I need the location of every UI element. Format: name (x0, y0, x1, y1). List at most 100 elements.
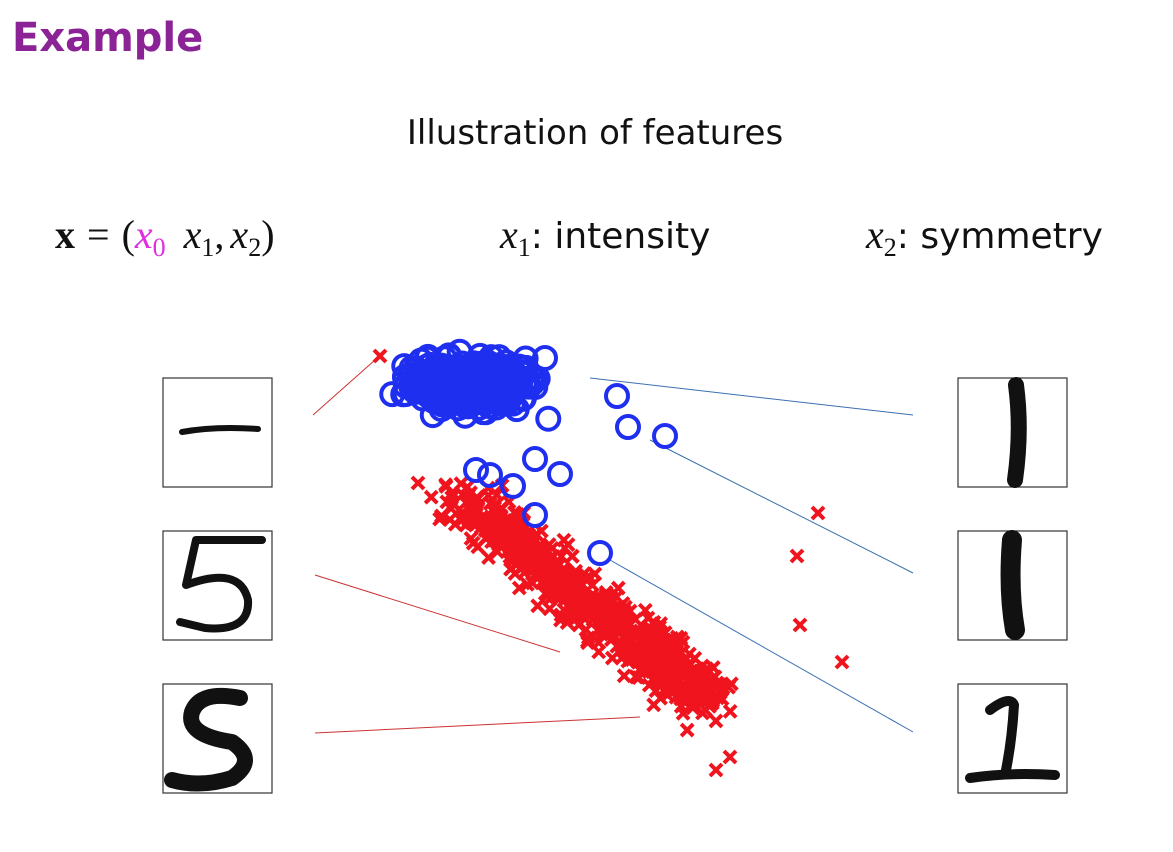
scatter-glyph (545, 586, 561, 602)
scatter-glyph (522, 502, 548, 528)
scatter-glyph (582, 570, 598, 585)
scatter-glyph (467, 342, 494, 369)
paren: ( (122, 212, 135, 257)
connector (609, 559, 914, 733)
digit-stroke (179, 425, 261, 435)
scatter-glyph (555, 563, 571, 579)
scatter-glyph (722, 749, 738, 765)
scatter-glyph (522, 446, 548, 472)
scatter-glyph (789, 548, 805, 564)
scatter-glyph (496, 535, 511, 551)
connector (314, 716, 641, 734)
scatter-illustration (372, 338, 850, 778)
connector (312, 359, 376, 416)
scatter-glyph (488, 496, 504, 512)
scatter-glyph (488, 514, 504, 530)
scatter-glyph (695, 671, 711, 687)
scatter-glyph (511, 580, 527, 596)
scatter-glyph (652, 423, 678, 449)
scatter-glyph (708, 762, 724, 778)
scatter-glyph (538, 572, 554, 588)
symbol: x (183, 212, 202, 257)
connectors (312, 359, 914, 734)
label: : symmetry (897, 216, 1103, 257)
scatter-glyph (429, 358, 456, 385)
scatter-glyph (590, 622, 606, 638)
slide-title: Example (12, 15, 203, 61)
subscript: 2 (248, 233, 261, 262)
digit-strokes (164, 377, 1060, 792)
scatter-glyph (544, 563, 559, 579)
scatter-glyph (721, 679, 737, 695)
equals: = (87, 212, 110, 257)
scatter-glyph (474, 514, 490, 530)
scatter-glyph (595, 599, 610, 615)
scatter-glyph (532, 345, 558, 371)
symbol: x (865, 212, 884, 257)
scatter-glyph (652, 619, 668, 635)
scatter-glyph (472, 358, 499, 385)
separator: , (214, 212, 224, 257)
symbol: x (55, 212, 75, 257)
scatter-glyph (580, 633, 596, 649)
scatter-glyph (423, 489, 439, 505)
scatter-glyph (453, 509, 469, 525)
scatter-glyph (570, 609, 585, 625)
scatter-glyph (513, 550, 528, 566)
paren: ) (261, 212, 274, 257)
subscript: 1 (518, 233, 531, 262)
scatter-glyph (687, 650, 703, 666)
digit-stroke (1007, 377, 1027, 488)
feature-definition: x2: symmetry (865, 212, 1103, 262)
scatter-glyph (471, 389, 498, 416)
scatter-glyph (437, 365, 464, 392)
symbol: x (229, 212, 248, 257)
scatter-glyph (810, 505, 826, 521)
scatter-glyph (603, 632, 619, 647)
digit-stroke (176, 536, 266, 633)
scatter-glyph (622, 643, 638, 658)
scatter-glyph (792, 617, 808, 633)
scatter-glyph (722, 703, 738, 719)
scatter-glyph (834, 654, 850, 670)
symbol: x (134, 212, 153, 257)
scatter-glyph (410, 475, 426, 491)
digit-stroke (965, 696, 1060, 783)
heading: Illustration of features (407, 113, 783, 153)
scatter-glyph (579, 590, 595, 606)
scatter-glyph (615, 414, 641, 440)
scatter-glyph (631, 626, 647, 642)
scatter-glyph (379, 381, 406, 408)
scatter-glyph (372, 348, 388, 364)
scatter-glyph (616, 668, 632, 684)
scatter-glyph (657, 656, 673, 672)
scatter-glyph (510, 507, 526, 523)
scatter-glyph (463, 359, 490, 386)
scatter-glyph (691, 688, 707, 704)
scatter-glyph (542, 601, 558, 617)
feature-definition: x1: intensity (499, 212, 710, 262)
label: : intensity (531, 216, 711, 257)
scatter-glyph (530, 598, 546, 614)
scatter-glyph (591, 644, 607, 660)
scatter-glyph (564, 548, 580, 564)
scatter-glyph (702, 698, 718, 714)
scatter-glyph (656, 671, 672, 687)
scatter-glyph (599, 586, 615, 602)
connector (649, 439, 914, 574)
subscript: 2 (884, 233, 897, 262)
scatter-glyph (604, 383, 630, 409)
scatter-glyph (470, 539, 486, 555)
scatter-glyph (544, 541, 560, 556)
scatter-glyph (463, 457, 489, 483)
scatter-glyph (587, 540, 613, 566)
subscript: 1 (201, 233, 214, 262)
scatter-glyph (455, 487, 470, 503)
scatter-glyph (481, 550, 496, 565)
scatter-glyph (547, 461, 573, 487)
subscript: 0 (153, 233, 166, 262)
scatter-glyph (708, 713, 724, 729)
digit-stroke (164, 687, 253, 792)
scatter-glyph (671, 665, 687, 680)
